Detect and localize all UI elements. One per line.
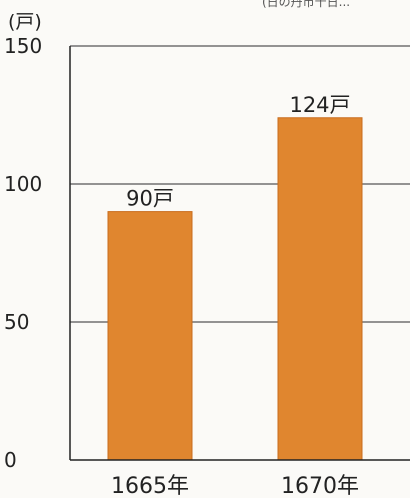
y-tick-label: 150 — [4, 34, 42, 58]
data-label: 90戸 — [126, 187, 174, 211]
category-labels: 1665年 1670年 — [111, 474, 359, 498]
bars — [107, 117, 363, 461]
category-label: 1670年 — [281, 474, 359, 498]
bar — [107, 211, 193, 461]
y-tick-labels: 0 50 100 150 — [4, 34, 42, 472]
y-tick-label: 0 — [4, 448, 17, 472]
y-tick-label: 100 — [4, 172, 42, 196]
data-labels: 90戸 124戸 — [126, 93, 350, 211]
source-note: (日の丹市十日... — [262, 0, 350, 9]
bar — [277, 117, 363, 461]
data-label: 124戸 — [289, 93, 350, 117]
y-tick-label: 50 — [4, 310, 29, 334]
y-unit-label: (戸) — [8, 11, 42, 33]
category-label: 1665年 — [111, 474, 189, 498]
